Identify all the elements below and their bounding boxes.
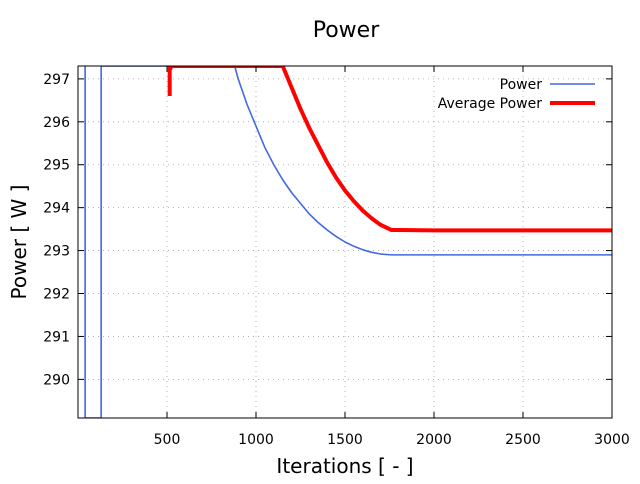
series-layer [84,66,612,418]
y-axis-title: Power [ W ] [7,185,31,300]
x-axis-title: Iterations [ - ] [276,454,413,478]
legend: Power Average Power [438,77,595,112]
legend-label: Average Power [438,96,543,112]
x-tick-label: 2500 [505,432,541,448]
series-line-power [84,66,612,418]
x-tick-label: 1500 [327,432,363,448]
x-tick-label: 500 [154,432,181,448]
y-tick-label: 290 [43,372,70,388]
x-tick-label: 1000 [238,432,274,448]
series-line-average-power [167,66,612,233]
y-tick-label: 296 [43,115,70,131]
y-tick-label: 294 [43,201,70,217]
y-tick-label: 297 [43,72,70,88]
y-tick-label: 291 [43,329,70,345]
x-tick-label: 3000 [594,432,630,448]
ticks: 500 1000 1500 2000 2500 3000 290 291 292 293 294 29… [43,66,630,448]
chart-title: Power [313,18,380,43]
legend-label: Power [500,77,543,93]
y-tick-label: 295 [43,158,70,174]
y-tick-label: 293 [43,244,70,260]
x-tick-label: 2000 [416,432,452,448]
y-tick-label: 292 [43,287,70,303]
